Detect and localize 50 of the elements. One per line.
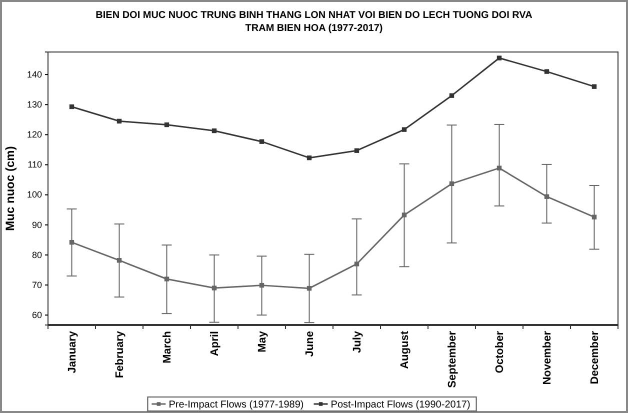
y-tick-label: 100	[26, 190, 42, 200]
y-tick-label: 130	[26, 99, 42, 110]
y-tick-label: 60	[32, 310, 42, 320]
x-tick-label: August	[399, 330, 412, 369]
x-tick-label: October	[494, 330, 506, 374]
point	[69, 104, 74, 110]
x-tick-label: November	[542, 330, 554, 385]
chart-subtitle: TRAM BIEN HOA (1977-2017)	[245, 23, 383, 34]
x-tick-label: April	[209, 331, 222, 356]
y-tick-label: 140	[26, 69, 42, 80]
point	[164, 276, 170, 282]
point	[496, 56, 502, 60]
point	[402, 127, 407, 132]
point	[212, 128, 217, 134]
x-tick-label: March	[162, 330, 174, 364]
point	[164, 122, 170, 128]
chart-title: BIEN DOI MUC NUOC TRUNG BINH THANG LON NHAT VOI BIEN DO LECH TUONG DOI RVA	[96, 10, 532, 21]
legend-label: Post-Impact Flows (1990-2017)	[330, 400, 470, 410]
point	[544, 194, 550, 199]
x-tick-label: December	[589, 330, 602, 384]
x-tick-label: July	[352, 330, 364, 354]
point	[116, 258, 122, 263]
y-tick-label: 80	[32, 250, 42, 260]
y-tick-label: 70	[32, 280, 42, 290]
point	[259, 139, 264, 144]
point	[69, 240, 74, 245]
point	[544, 69, 550, 74]
point	[449, 93, 454, 98]
point	[306, 286, 312, 291]
x-tick-label: September	[446, 330, 459, 388]
point	[496, 166, 502, 170]
point	[402, 212, 407, 218]
x-tick-label: May	[256, 330, 269, 352]
point	[592, 214, 597, 220]
point	[259, 282, 264, 288]
x-tick-label: January	[66, 330, 79, 374]
y-tick-label: 90	[32, 220, 42, 230]
point	[449, 181, 454, 186]
y-tick-label: 120	[26, 130, 42, 140]
point	[116, 118, 122, 124]
x-tick-label: June	[304, 331, 316, 357]
point	[212, 286, 217, 290]
y-axis-title: Muc nuoc (cm)	[3, 146, 17, 231]
x-tick-label: February	[114, 330, 126, 378]
y-tick-label: 110	[28, 160, 42, 170]
point	[354, 262, 360, 266]
legend-label: Pre-Impact Flows (1977-1989)	[168, 400, 304, 410]
point	[354, 148, 360, 153]
point	[592, 84, 597, 89]
point	[306, 155, 312, 160]
